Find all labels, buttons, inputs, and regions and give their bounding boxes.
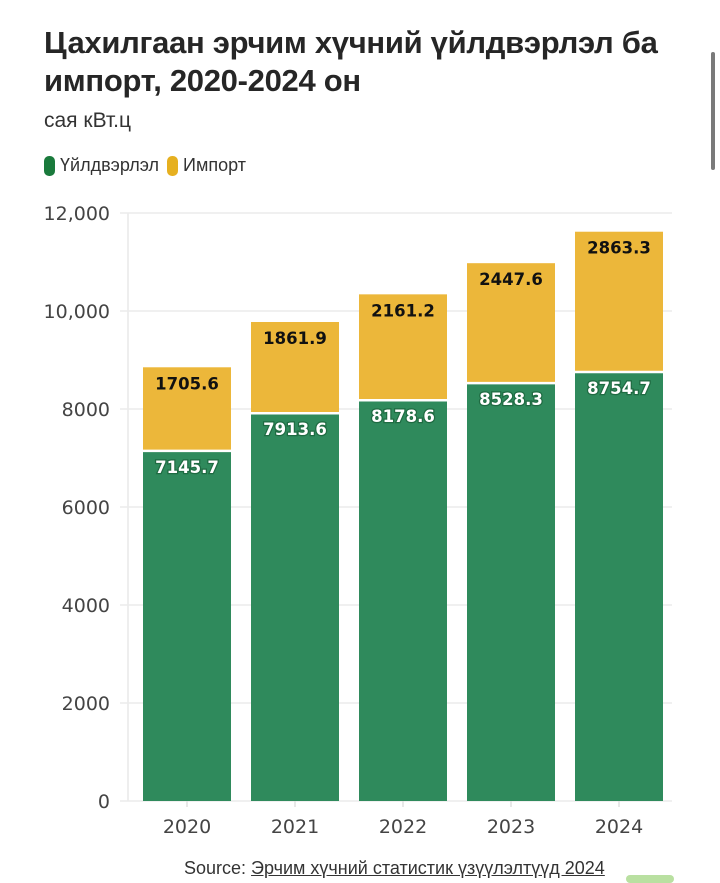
x-tick-label: 2022 bbox=[379, 816, 427, 838]
bar-segment-production bbox=[467, 383, 555, 801]
bar-segment-import bbox=[251, 322, 339, 414]
data-label-production: 7145.7 bbox=[155, 458, 219, 477]
x-tick-label: 2020 bbox=[163, 816, 211, 838]
legend-item-production[interactable]: Үйлдвэрлэл bbox=[44, 155, 159, 176]
data-label-import: 2863.3 bbox=[587, 239, 651, 258]
bar-segment-import bbox=[467, 263, 555, 384]
source-prefix: Source: bbox=[184, 858, 252, 878]
bar-segment-production bbox=[251, 413, 339, 801]
bar-segment-import bbox=[359, 294, 447, 401]
data-label-import: 2447.6 bbox=[479, 270, 543, 289]
y-tick-label: 6000 bbox=[62, 497, 110, 519]
data-label-import: 1705.6 bbox=[155, 374, 219, 393]
legend-swatch-import bbox=[167, 155, 179, 176]
x-tick-label: 2024 bbox=[595, 816, 643, 838]
bar-segment-production bbox=[143, 450, 231, 801]
x-tick-label: 2023 bbox=[487, 816, 535, 838]
data-label-import: 2161.2 bbox=[371, 301, 435, 320]
legend-label-production: Үйлдвэрлэл bbox=[60, 155, 160, 175]
source-line: Source: Эрчим хүчний статистик үзүүлэлтү… bbox=[184, 858, 605, 879]
y-tick-label: 10,000 bbox=[44, 301, 110, 323]
legend-swatch-production bbox=[44, 155, 55, 176]
stacked-bar-chart: 0 2000 4000 6000 8000 10,000 12,000 7145.7 1705.… bbox=[44, 203, 672, 838]
legend-item-import[interactable]: Импорт bbox=[167, 155, 246, 176]
source-highlight-mark bbox=[626, 875, 674, 883]
y-tick-label: 12,000 bbox=[44, 203, 110, 225]
bar-segment-production bbox=[359, 400, 447, 801]
x-tick-label: 2021 bbox=[271, 816, 319, 838]
y-tick-label: 2000 bbox=[62, 693, 110, 715]
data-label-production: 8178.6 bbox=[371, 407, 435, 426]
source-link[interactable]: Эрчим хүчний статистик үзүүлэлтүүд 2024 bbox=[251, 858, 605, 878]
vertical-scrollbar[interactable] bbox=[711, 52, 715, 170]
data-label-production: 7913.6 bbox=[263, 420, 327, 439]
data-label-import: 1861.9 bbox=[263, 329, 327, 348]
chart-title: Цахилгаан эрчим хүчний үйлдвэрлэл ба имп… bbox=[44, 25, 658, 98]
bar-segment-import bbox=[143, 367, 231, 451]
data-label-production: 8754.7 bbox=[587, 379, 651, 398]
chart-subtitle: сая кВт.ц bbox=[44, 109, 132, 132]
bar-segment-production bbox=[575, 372, 663, 801]
y-tick-label: 4000 bbox=[62, 595, 110, 617]
data-label-production: 8528.3 bbox=[479, 390, 543, 409]
legend-label-import: Импорт bbox=[183, 155, 246, 175]
y-tick-label: 8000 bbox=[62, 399, 110, 421]
legend: Үйлдвэрлэл Импорт bbox=[44, 155, 254, 176]
bar-segment-import bbox=[575, 231, 663, 373]
y-tick-label: 0 bbox=[98, 791, 110, 813]
